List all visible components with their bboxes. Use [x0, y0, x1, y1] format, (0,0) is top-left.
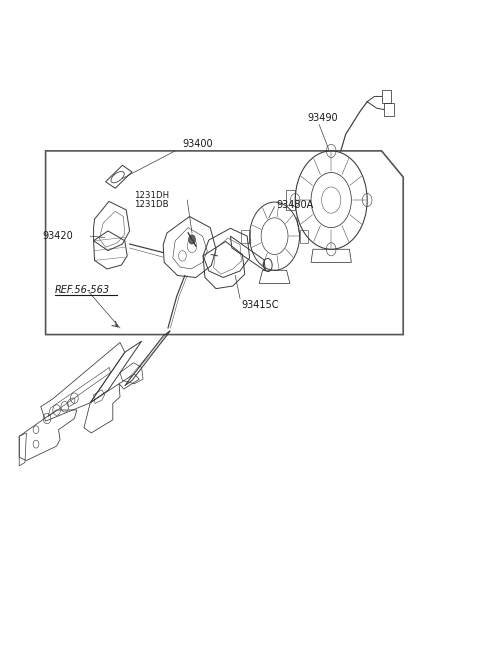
Text: 93490: 93490 [307, 113, 338, 123]
Circle shape [189, 235, 195, 244]
Text: 93415C: 93415C [241, 300, 278, 310]
Text: 93420: 93420 [42, 231, 73, 241]
Text: 1231DH: 1231DH [134, 191, 169, 200]
Text: 93400: 93400 [182, 139, 213, 149]
Text: 93480A: 93480A [276, 199, 313, 210]
Text: REF.56-563: REF.56-563 [55, 285, 110, 295]
Text: 1231DB: 1231DB [134, 200, 169, 209]
